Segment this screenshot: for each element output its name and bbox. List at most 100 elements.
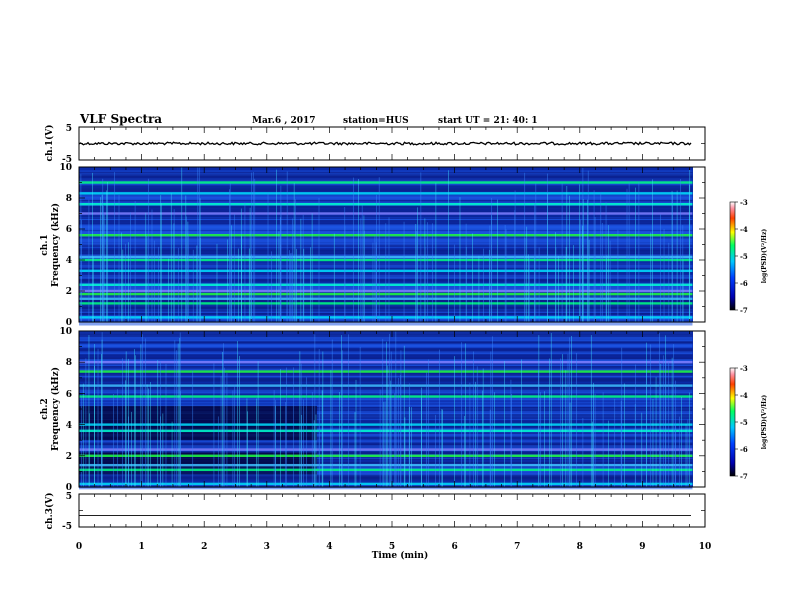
emission-band — [79, 203, 693, 206]
noise-band — [79, 183, 693, 186]
dark-region — [79, 405, 317, 441]
noise-band — [79, 358, 693, 361]
noise-band — [79, 374, 693, 378]
noise-band — [79, 474, 693, 478]
emission-band — [79, 384, 693, 387]
ch1-spectrogram-ylabel2: Frequency (kHz) — [50, 203, 61, 287]
ch3-ytick-bottom: -5 — [62, 522, 72, 532]
noise-band — [79, 486, 693, 490]
emission-band — [79, 361, 693, 364]
noise-band — [79, 334, 693, 338]
ch2-freq-tick-8: 8 — [66, 358, 72, 368]
ch1-colorbar-label: log(PSD)(V²/Hz) — [761, 229, 768, 284]
noise-band — [79, 420, 693, 424]
x-tick-8: 8 — [577, 542, 583, 552]
noise-band — [79, 439, 693, 443]
ch1-ytick-bottom: -5 — [62, 155, 72, 165]
date-label: Mar.6 , 2017 — [252, 116, 316, 126]
noise-band — [79, 418, 693, 421]
noise-band — [79, 341, 693, 344]
noise-band — [79, 462, 693, 465]
noise-band — [79, 367, 693, 371]
ch1-freq-tick-4: 4 — [66, 256, 72, 266]
noise-band — [79, 398, 693, 400]
x-tick-2: 2 — [201, 542, 207, 552]
noise-band — [79, 433, 693, 437]
noise-band — [79, 331, 693, 333]
ch2-spectrogram-spikes — [81, 331, 691, 487]
ch1-cb-tick-m4: -4 — [740, 225, 748, 234]
emission-band — [79, 395, 693, 398]
noise-band — [79, 484, 693, 486]
emission-band — [79, 468, 693, 472]
noise-band — [79, 445, 693, 450]
noise-band — [79, 389, 693, 393]
ch2-spectrogram-panel: 0 2 4 6 8 10 ch.2 Frequency (kHz) -3 -4 … — [40, 327, 768, 493]
noise-band — [79, 432, 693, 435]
ch3-waveform-panel: 5 -5 ch.3(V) — [44, 492, 706, 532]
ch2-spectrogram-ticks — [78, 330, 706, 488]
ch2-spectrogram-bands — [79, 331, 693, 490]
ch1-waveform-trace — [78, 141, 692, 146]
noise-band — [79, 196, 693, 200]
ch2-cb-tick-m7: -7 — [740, 472, 748, 481]
ch2-spectrogram-ylabel: ch.2 — [40, 398, 50, 419]
noise-band — [79, 377, 693, 382]
x-tick-0: 0 — [76, 542, 82, 552]
ch1-cb-tick-m7: -7 — [740, 306, 748, 315]
noise-band — [79, 437, 693, 440]
ch1-spectrogram-spikes — [80, 167, 691, 322]
ch1-waveform-ylabel: ch.1(V) — [44, 125, 55, 162]
ch3-waveform-ylabel: ch.3(V) — [44, 493, 55, 530]
emission-band — [79, 192, 693, 195]
ch1-freq-tick-10: 10 — [59, 163, 72, 173]
ch2-cb-tick-m3: -3 — [740, 364, 748, 373]
ch3-waveform-ticks — [78, 493, 706, 528]
ch2-spectrogram-ylabel2: Frequency (kHz) — [50, 367, 61, 451]
noise-band — [79, 205, 693, 208]
noise-band — [79, 210, 693, 213]
x-axis-label: Time (min) — [372, 550, 429, 561]
emission-band — [79, 423, 693, 426]
ch1-spectrogram-panel: 0 2 4 6 8 10 ch.1 Frequency (kHz) -3 -4 … — [40, 163, 768, 328]
ch1-colorbar-ticks — [735, 201, 738, 311]
noise-band — [79, 321, 693, 326]
ch1-cb-tick-m5: -5 — [740, 252, 748, 261]
emission-band — [79, 212, 693, 215]
ch2-freq-tick-6: 6 — [66, 390, 72, 400]
noise-band — [79, 425, 693, 429]
ch2-freq-tick-4: 4 — [66, 421, 72, 431]
ch1-cb-tick-m6: -6 — [740, 279, 748, 288]
noise-band — [79, 350, 693, 352]
noise-band — [79, 457, 693, 459]
ch1-spectrogram-ylabel: ch.1 — [40, 234, 50, 255]
emission-band — [79, 429, 693, 433]
x-tick-1: 1 — [138, 542, 144, 552]
x-tick-9: 9 — [639, 542, 645, 552]
start-time-label: start UT = 21: 40: 1 — [438, 116, 538, 126]
noise-band — [79, 404, 693, 407]
x-tick-10: 10 — [699, 542, 712, 552]
station-label: station=HUS — [343, 116, 409, 126]
noise-band — [79, 219, 693, 221]
emission-band — [79, 454, 693, 457]
noise-band — [79, 392, 693, 394]
noise-band — [79, 218, 693, 220]
emission-band — [79, 181, 693, 184]
ch2-cb-tick-m4: -4 — [740, 391, 748, 400]
ch2-freq-tick-2: 2 — [66, 452, 72, 462]
noise-band — [79, 217, 693, 219]
ch1-cb-tick-m3: -3 — [740, 198, 748, 207]
noise-band — [79, 362, 693, 364]
noise-band — [79, 441, 693, 446]
noise-band — [79, 348, 693, 350]
noise-band — [79, 185, 693, 187]
noise-band — [79, 170, 693, 173]
ch2-colorbar — [729, 367, 736, 477]
ch1-freq-tick-0: 0 — [66, 318, 72, 328]
x-tick-6: 6 — [451, 542, 457, 552]
noise-band — [79, 393, 693, 395]
ch2-freq-tick-10: 10 — [59, 327, 72, 337]
ch1-colorbar — [729, 201, 736, 311]
